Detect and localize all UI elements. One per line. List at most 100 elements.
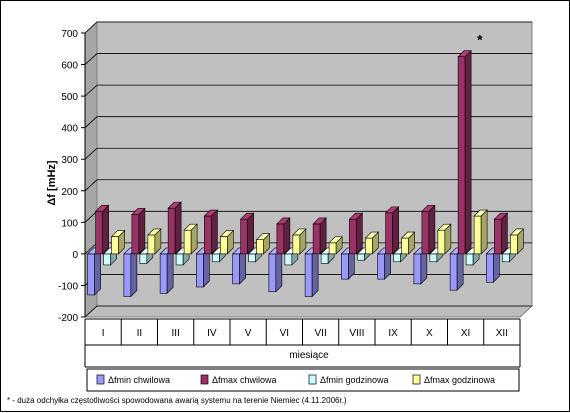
bar xyxy=(276,217,291,255)
y-tick-label: 600 xyxy=(61,61,78,72)
bar-top xyxy=(219,230,235,237)
bar-front xyxy=(204,215,212,255)
gridline xyxy=(84,21,532,34)
bar-front xyxy=(510,234,518,255)
legend-label: Δfmin godzinowa xyxy=(320,375,389,385)
legend-box xyxy=(86,368,520,392)
bar-front xyxy=(159,253,168,294)
bar xyxy=(183,223,198,255)
x-axis: I II III IV V VI VII VIII IX X XI XII xyxy=(84,318,521,368)
bars: * xyxy=(86,32,525,298)
bar-front xyxy=(349,218,357,255)
bar-side xyxy=(138,207,146,255)
bar-front xyxy=(502,253,510,263)
bar-top xyxy=(421,204,436,212)
bar-front xyxy=(465,253,474,266)
legend-label: Δfmin chwilowa xyxy=(108,375,170,385)
bar-front xyxy=(284,253,293,266)
bar-front xyxy=(139,253,148,264)
bar-front xyxy=(292,234,301,255)
bar-top xyxy=(167,201,182,209)
legend-swatch xyxy=(308,374,317,385)
bar-side xyxy=(94,247,101,296)
bar-front xyxy=(393,253,401,263)
bar-front xyxy=(401,237,409,255)
bar-top xyxy=(292,228,307,236)
x-tick-label: X xyxy=(426,328,433,339)
legend: Δfmin chwilowa Δfmax chwilowa Δfmin godzin… xyxy=(86,368,520,392)
bar-front xyxy=(429,253,438,263)
bar xyxy=(509,228,525,255)
y-tick-label: 400 xyxy=(61,124,78,135)
legend-swatch xyxy=(200,374,209,385)
bar xyxy=(167,201,182,255)
bar-top xyxy=(94,204,110,212)
x-tick-label: I xyxy=(102,328,105,339)
bar-front xyxy=(256,239,264,255)
bar-front xyxy=(103,253,111,266)
bar-top xyxy=(348,212,364,220)
bar xyxy=(493,212,509,255)
bar-front xyxy=(175,253,184,266)
bar-top xyxy=(384,206,400,214)
bar xyxy=(159,247,174,295)
bar-side xyxy=(501,212,508,255)
bar xyxy=(457,49,472,255)
bar xyxy=(94,204,110,255)
y-axis: -200 -100 0 100 200 300 400 500 600 700 xyxy=(58,29,86,324)
bar xyxy=(437,223,452,255)
bar-front xyxy=(457,56,466,255)
bar xyxy=(123,247,138,298)
bar-front xyxy=(385,212,393,255)
bar-front xyxy=(276,223,285,255)
legend-swatch xyxy=(96,374,105,385)
x-tick-label: III xyxy=(171,328,179,339)
bar-top xyxy=(364,231,380,239)
bar-top xyxy=(437,223,452,231)
bar xyxy=(304,247,319,298)
bar-side xyxy=(464,49,472,255)
bar-front xyxy=(494,218,502,255)
bar-front xyxy=(437,229,446,255)
legend-swatch xyxy=(412,374,421,385)
bar-front xyxy=(183,229,192,255)
bar xyxy=(110,229,126,255)
bar-front xyxy=(196,253,204,288)
bar xyxy=(421,204,436,255)
bar xyxy=(449,247,464,291)
footnote: * - duża odchyłka częstotliwości spowodo… xyxy=(7,396,347,405)
bar xyxy=(86,247,102,296)
y-tick-label: 0 xyxy=(72,250,78,261)
bar xyxy=(384,206,400,255)
bar xyxy=(255,232,271,255)
bar-top xyxy=(255,233,271,240)
bar-top xyxy=(147,228,162,236)
bar-side xyxy=(428,204,436,255)
bar-side xyxy=(275,247,283,293)
bar-front xyxy=(111,236,119,255)
bar-front xyxy=(328,242,337,255)
bar xyxy=(364,231,380,255)
bar-side xyxy=(247,212,254,255)
bar-front xyxy=(304,253,313,297)
x-tick-label: V xyxy=(245,328,252,339)
bar-front xyxy=(232,253,240,285)
bar-top xyxy=(400,231,416,239)
bar-front xyxy=(365,237,373,255)
bar xyxy=(400,231,416,255)
gridline xyxy=(84,84,532,97)
x-tick-label: IX xyxy=(388,328,398,339)
bar xyxy=(239,212,255,255)
bar xyxy=(219,229,235,255)
bar xyxy=(376,247,392,280)
bar-front xyxy=(341,253,349,280)
legend-label: Δfmax chwilowa xyxy=(212,375,277,385)
bar-top xyxy=(328,236,343,244)
bar-front xyxy=(421,210,430,255)
bar-top xyxy=(239,212,255,220)
y-tick-label: 500 xyxy=(61,92,78,103)
x-axis-label: miesiące xyxy=(289,350,329,361)
bar-top xyxy=(203,209,219,217)
